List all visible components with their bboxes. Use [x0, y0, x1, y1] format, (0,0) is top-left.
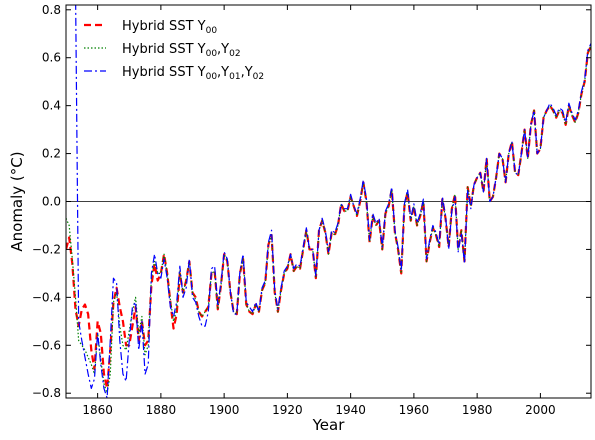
y-tick-label: −0.2 [32, 242, 61, 256]
y-tick-label: 0.0 [42, 195, 61, 209]
y-tick-label: 0.2 [42, 147, 61, 161]
legend-label-1: Hybrid SST Y00 [122, 19, 217, 36]
y-tick-label: −0.6 [32, 338, 61, 352]
y-tick-label: −0.4 [32, 290, 61, 304]
x-tick-label: 2000 [525, 403, 556, 417]
x-tick-label: 1940 [335, 403, 366, 417]
y-tick-label: 0.4 [42, 99, 61, 113]
x-tick-label: 1880 [146, 403, 177, 417]
x-tick-label: 1860 [82, 403, 113, 417]
series-line-3 [75, 5, 591, 398]
x-axis-label: Year [312, 416, 346, 434]
series-line-1 [66, 45, 591, 390]
x-tick-label: 1900 [209, 403, 240, 417]
x-tick-label: 1980 [462, 403, 493, 417]
legend-label-3: Hybrid SST Y00,Y01,Y02 [122, 65, 264, 82]
y-tick-label: 0.6 [42, 51, 61, 65]
legend-label-2: Hybrid SST Y00,Y02 [122, 42, 241, 59]
y-tick-label: 0.8 [42, 3, 61, 17]
x-tick-label: 1960 [399, 403, 430, 417]
y-tick-label: −0.8 [32, 386, 61, 400]
x-tick-label: 1920 [272, 403, 303, 417]
y-axis-label: Anomaly (°C) [8, 151, 26, 251]
